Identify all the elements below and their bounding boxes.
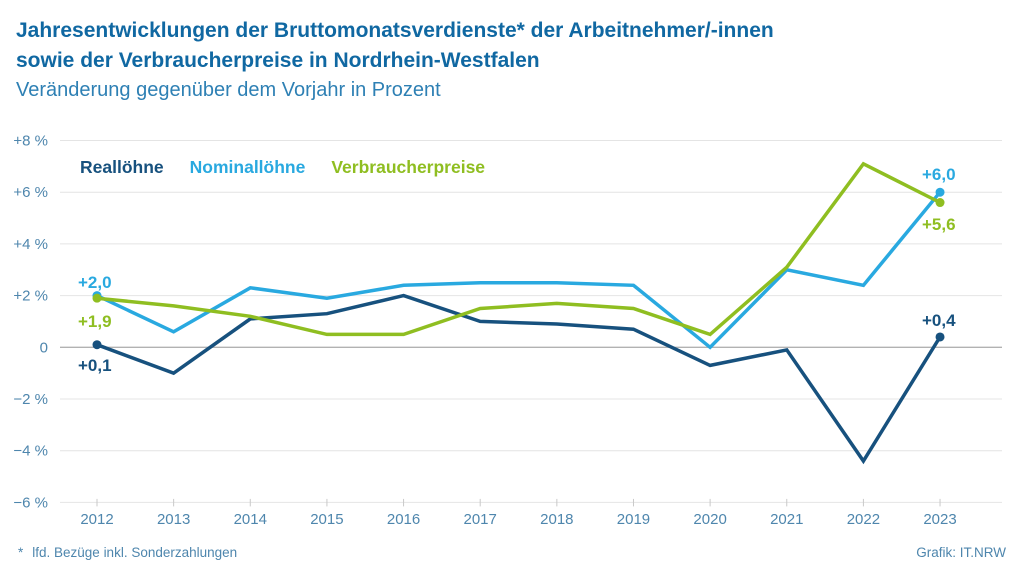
x-axis-year-label: 2017 xyxy=(464,511,497,528)
series-line-reallohne xyxy=(96,293,942,465)
credit: Grafik: IT.NRW xyxy=(916,545,1006,560)
series-endpoint-dot-verbraucherpreise xyxy=(935,198,945,208)
x-axis-year-label: 2015 xyxy=(310,511,343,528)
series-endpoint-dot-verbraucherpreise xyxy=(92,293,102,303)
footnote-text: lfd. Bezüge inkl. Sonderzahlungen xyxy=(32,545,238,560)
x-axis-year-label: 2023 xyxy=(923,511,956,528)
footnote-marker: * xyxy=(18,545,24,560)
series-endpoint-dot-nominallohne xyxy=(935,187,945,197)
data-point-label: +6,0 xyxy=(922,165,956,184)
x-axis-year-label: 2019 xyxy=(617,511,650,528)
y-axis-tick-label: −6 % xyxy=(13,494,48,511)
x-axis-year-label: 2022 xyxy=(847,511,880,528)
series-endpoint-dot-reallohne xyxy=(92,340,102,350)
chart-title-line1: Jahresentwicklungen der Bruttomonatsverd… xyxy=(16,19,774,42)
chart-title: Jahresentwicklungen der Bruttomonatsverd… xyxy=(16,16,774,76)
series-endpoint-dot-reallohne xyxy=(935,332,945,342)
x-axis-year-label: 2020 xyxy=(693,511,726,528)
data-point-label: +0,1 xyxy=(78,356,112,375)
y-axis-tick-label: +4 % xyxy=(13,236,48,253)
x-axis-year-label: 2013 xyxy=(157,511,190,528)
chart-legend: Reallöhne Nominallöhne Verbraucherpreise xyxy=(80,157,485,178)
legend-item-nominallohne: Nominallöhne xyxy=(189,157,306,177)
data-point-label: +0,4 xyxy=(922,311,956,330)
data-point-label: +1,9 xyxy=(78,312,112,331)
x-axis-year-label: 2021 xyxy=(770,511,803,528)
y-axis-tick-label: +8 % xyxy=(13,133,48,150)
chart-header: Jahresentwicklungen der Bruttomonatsverd… xyxy=(16,16,774,104)
y-axis-tick-label: 0 xyxy=(40,339,48,356)
x-axis-year-label: 2014 xyxy=(234,511,267,528)
y-axis-tick-label: +6 % xyxy=(13,184,48,201)
x-axis-year-label: 2016 xyxy=(387,511,420,528)
legend-item-verbraucherpreise: Verbraucherpreise xyxy=(331,157,486,177)
x-axis-year-label: 2018 xyxy=(540,511,573,528)
series-line-nominallohne xyxy=(96,191,942,350)
legend-item-reallohne: Reallöhne xyxy=(80,157,164,177)
chart-subtitle: Veränderung gegenüber dem Vorjahr in Pro… xyxy=(16,79,441,101)
footnote: * lfd. Bezüge inkl. Sonderzahlungen xyxy=(18,545,237,560)
y-axis-tick-label: −4 % xyxy=(13,443,48,460)
data-point-label: +5,6 xyxy=(922,215,956,234)
chart-title-line2: sowie der Verbraucherpreise in Nordrhein… xyxy=(16,49,540,72)
y-axis-tick-label: −2 % xyxy=(13,391,48,408)
series-line-verbraucherpreise xyxy=(96,161,941,337)
data-point-label: +2,0 xyxy=(78,273,112,292)
y-axis-tick-label: +2 % xyxy=(13,288,48,305)
x-axis-year-label: 2012 xyxy=(80,511,113,528)
